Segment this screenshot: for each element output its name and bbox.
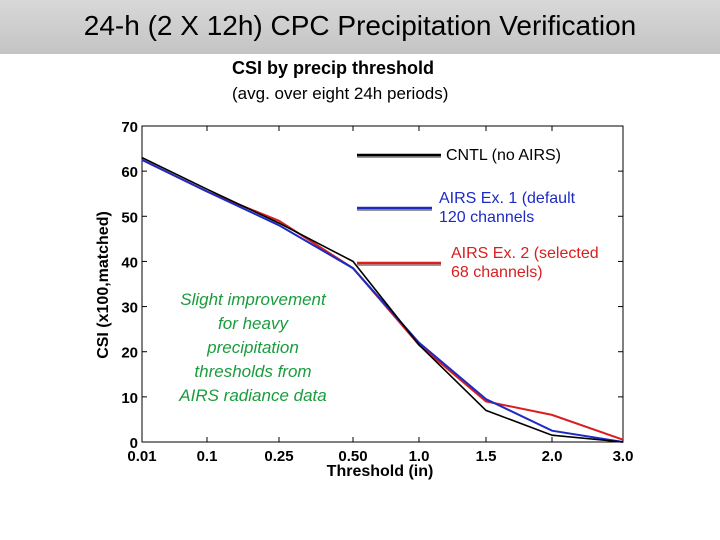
y-tick-label: 0: [130, 435, 138, 452]
legend-label: 120 channels: [439, 209, 535, 226]
y-tick-label: 40: [121, 254, 138, 271]
x-tick-label: 2.0: [542, 448, 563, 465]
annotation-text: Slight improvement for heavy precipitati…: [155, 288, 351, 408]
chart-subtitle: (avg. over eight 24h periods): [232, 84, 449, 103]
y-tick-label: 30: [121, 300, 138, 317]
legend-label: CNTL (no AIRS): [446, 147, 561, 164]
annotation-line: for heavy: [218, 314, 288, 333]
annotation-line: precipitation: [207, 338, 299, 357]
x-tick-label: 3.0: [613, 448, 634, 465]
legend-label: AIRS Ex. 1 (default: [439, 190, 576, 207]
x-tick-label: 0.1: [197, 448, 218, 465]
legend-label: 68 channels): [451, 264, 543, 281]
legend-label: AIRS Ex. 2 (selected: [451, 245, 599, 262]
x-tick-label: 1.5: [476, 448, 497, 465]
annotation-line: Slight improvement: [180, 290, 326, 309]
slide-title: 24-h (2 X 12h) CPC Precipitation Verific…: [83, 10, 637, 41]
plot-frame: [141, 125, 624, 443]
x-tick-label: 0.25: [264, 448, 293, 465]
title-banner: 24-h (2 X 12h) CPC Precipitation Verific…: [0, 0, 720, 54]
y-axis-label: CSI (x100,matched): [95, 211, 112, 359]
x-tick-label: 1.0: [409, 448, 430, 465]
y-tick-label: 50: [121, 209, 138, 226]
chart-title: CSI by precip threshold: [232, 58, 435, 78]
x-tick-label: 0.01: [127, 448, 156, 465]
series-line-cntl: [141, 156, 624, 443]
legend-entry-cntl: CNTL (no AIRS): [446, 146, 561, 165]
x-axis-label: Threshold (in): [326, 463, 434, 480]
annotation-line: thresholds from: [194, 362, 312, 381]
y-tick-label: 10: [121, 390, 138, 407]
series-line-airs-ex1: [141, 159, 624, 443]
annotation-line: AIRS radiance data: [179, 386, 327, 405]
legend-entry-airs-ex1: AIRS Ex. 1 (default 120 channels: [439, 189, 575, 227]
y-tick-label: 70: [121, 119, 138, 136]
legend-entry-airs-ex2: AIRS Ex. 2 (selected 68 channels): [451, 244, 599, 282]
y-tick-label: 60: [121, 164, 138, 181]
x-tick-label: 0.50: [338, 448, 367, 465]
y-tick-label: 20: [121, 345, 138, 362]
